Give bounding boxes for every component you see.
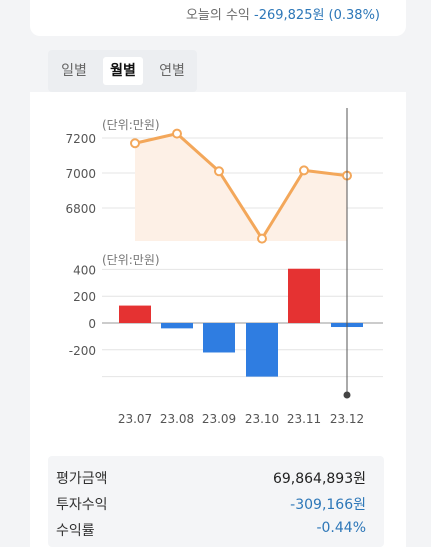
bar-y-tick-label: 200	[73, 290, 96, 304]
line-area-fill	[135, 134, 347, 241]
bar-y-tick-label: 0	[88, 317, 96, 331]
line-y-tick-label: 6800	[65, 202, 96, 216]
bar-23.07	[119, 306, 151, 323]
x-tick-label: 23.09	[202, 412, 236, 426]
line-point-23.10	[258, 235, 266, 243]
summary-value: -309,166원	[290, 494, 366, 514]
line-point-23.11	[300, 166, 308, 174]
bar-23.10	[246, 323, 278, 377]
bar-y-tick-label: -200	[69, 344, 96, 358]
x-tick-label: 23.07	[118, 412, 152, 426]
bar-y-tick-label: 400	[73, 263, 96, 277]
x-tick-label: 23.10	[245, 412, 279, 426]
summary-row-rate: 수익률 -0.44%	[56, 520, 366, 542]
x-tick-label: 23.12	[330, 412, 364, 426]
bar-23.11	[288, 269, 320, 323]
line-point-23.07	[131, 139, 139, 147]
bar-unit-label: (단위:만원)	[102, 253, 160, 267]
summary-label: 투자수익	[56, 494, 108, 514]
bar-23.08	[161, 323, 193, 328]
summary-row-evaluation: 평가금액 69,864,893원	[56, 468, 366, 490]
line-unit-label: (단위:만원)	[102, 118, 160, 132]
summary-value: -0.44%	[316, 520, 366, 536]
x-tick-label: 23.08	[160, 412, 194, 426]
summary-panel: 평가금액 69,864,893원 투자수익 -309,166원 수익률 -0.4…	[48, 456, 384, 547]
summary-label: 수익률	[56, 520, 95, 540]
selection-cursor-dot	[344, 392, 351, 399]
bar-23.09	[203, 323, 235, 352]
line-point-23.09	[215, 167, 223, 175]
x-tick-label: 23.11	[287, 412, 321, 426]
line-point-23.08	[173, 130, 181, 138]
summary-label: 평가금액	[56, 468, 108, 488]
summary-row-profit: 투자수익 -309,166원	[56, 494, 366, 516]
line-y-tick-label: 7200	[65, 132, 96, 146]
summary-value: 69,864,893원	[273, 468, 366, 488]
line-y-tick-label: 7000	[65, 167, 96, 181]
